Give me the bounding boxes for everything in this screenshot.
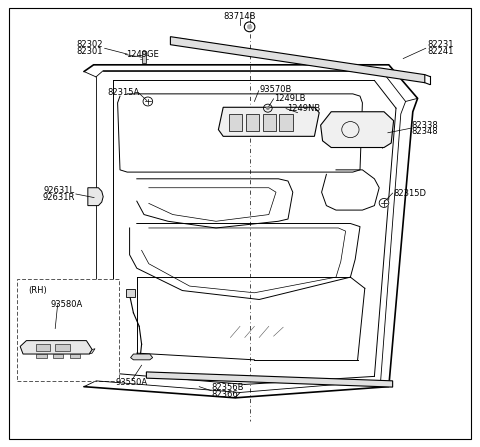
Polygon shape xyxy=(20,341,92,354)
Text: 1249GE: 1249GE xyxy=(126,50,159,59)
Text: 93580A: 93580A xyxy=(50,300,83,309)
Circle shape xyxy=(266,106,270,110)
Polygon shape xyxy=(131,354,153,360)
Text: 82366: 82366 xyxy=(211,390,238,399)
Bar xyxy=(126,289,135,297)
Polygon shape xyxy=(146,372,393,387)
Bar xyxy=(53,354,63,358)
Bar xyxy=(263,114,276,131)
Text: 93550A: 93550A xyxy=(116,378,148,387)
Circle shape xyxy=(379,198,389,207)
Text: 82348: 82348 xyxy=(412,127,438,136)
Bar xyxy=(70,354,80,358)
Text: 93570B: 93570B xyxy=(259,85,291,94)
Text: 83714B: 83714B xyxy=(224,12,256,21)
Text: 82241: 82241 xyxy=(427,47,454,56)
Bar xyxy=(142,51,146,63)
Text: 82302: 82302 xyxy=(77,40,103,49)
Polygon shape xyxy=(218,107,319,136)
Text: 92631R: 92631R xyxy=(42,193,74,202)
Bar xyxy=(36,344,50,351)
Text: (RH): (RH) xyxy=(28,286,47,295)
Text: 82356B: 82356B xyxy=(211,383,244,392)
Bar xyxy=(55,344,70,351)
Bar xyxy=(36,354,47,358)
Text: 1249LB: 1249LB xyxy=(275,94,306,103)
Text: 82315D: 82315D xyxy=(394,189,427,198)
Polygon shape xyxy=(88,188,103,206)
Circle shape xyxy=(143,97,153,106)
Bar xyxy=(17,279,119,381)
Polygon shape xyxy=(170,37,425,83)
Text: 82315A: 82315A xyxy=(107,88,139,97)
Bar xyxy=(229,114,242,131)
Circle shape xyxy=(247,25,252,29)
Polygon shape xyxy=(321,112,394,148)
Text: 82231: 82231 xyxy=(427,40,454,49)
Text: 1249NB: 1249NB xyxy=(287,104,320,113)
Polygon shape xyxy=(89,349,95,354)
Bar xyxy=(279,114,293,131)
Text: 82301: 82301 xyxy=(77,47,103,56)
Bar xyxy=(246,114,259,131)
Text: 92631L: 92631L xyxy=(43,186,74,195)
Text: 82338: 82338 xyxy=(412,121,439,130)
